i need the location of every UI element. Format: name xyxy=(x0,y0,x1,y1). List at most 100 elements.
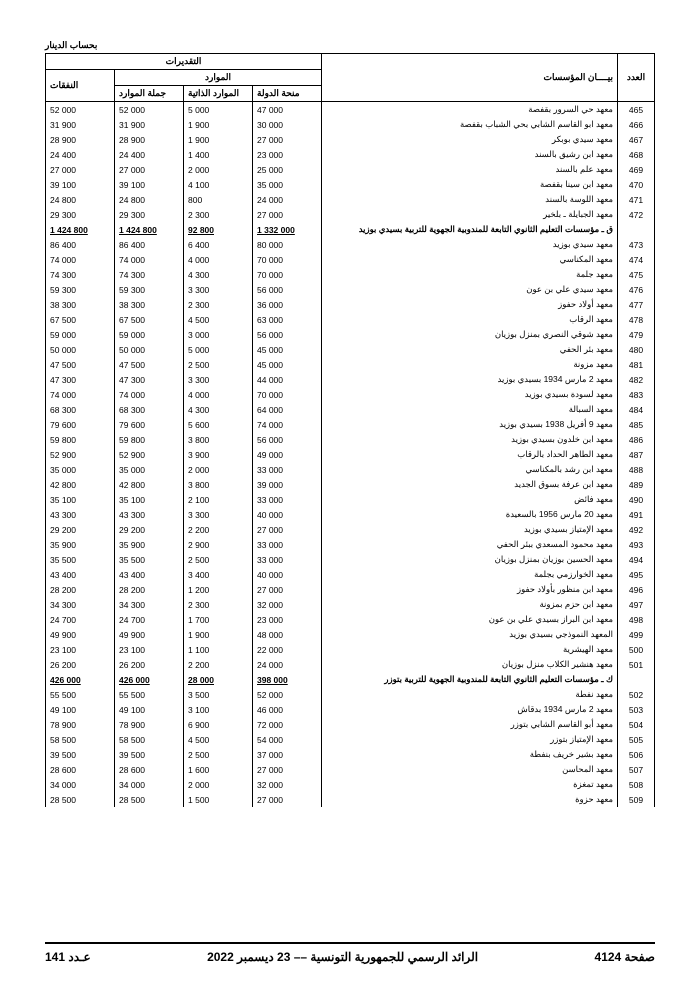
cell-num xyxy=(618,222,655,237)
cell-num: 498 xyxy=(618,612,655,627)
cell-value: 2 000 xyxy=(184,162,253,177)
table-row: 491معهد 20 مارس 1956 بالسعيدة40 0003 300… xyxy=(46,507,655,522)
cell-value: 74 300 xyxy=(115,267,184,282)
cell-value: 49 100 xyxy=(115,702,184,717)
cell-value: 59 800 xyxy=(46,432,115,447)
cell-value: 47 300 xyxy=(115,372,184,387)
cell-value: 58 500 xyxy=(115,732,184,747)
cell-value: 28 900 xyxy=(115,132,184,147)
table-row: 496معهد ابن منظور بأولاد حفوز27 0001 200… xyxy=(46,582,655,597)
cell-num: 468 xyxy=(618,147,655,162)
table-row: 494معهد الحسين بوزيان بمنزل بوزيان33 000… xyxy=(46,552,655,567)
cell-num: 480 xyxy=(618,342,655,357)
cell-value: 1 500 xyxy=(184,792,253,807)
cell-num: 473 xyxy=(618,237,655,252)
cell-value: 38 300 xyxy=(46,297,115,312)
table-row: 500معهد الهيشرية22 0001 10023 10023 100 xyxy=(46,642,655,657)
cell-value: 52 900 xyxy=(115,447,184,462)
cell-value: 28 600 xyxy=(46,762,115,777)
cell-value: 34 300 xyxy=(46,597,115,612)
cell-value: 1 332 000 xyxy=(253,222,322,237)
cell-value: 24 800 xyxy=(46,192,115,207)
cell-value: 67 500 xyxy=(115,312,184,327)
cell-value: 32 000 xyxy=(253,597,322,612)
cell-num: 467 xyxy=(618,132,655,147)
cell-value: 43 300 xyxy=(115,507,184,522)
cell-value: 1 100 xyxy=(184,642,253,657)
page-footer: صفحة 4124 الرائد الرسمي للجمهورية التونس… xyxy=(45,942,655,964)
cell-value: 24 000 xyxy=(253,192,322,207)
table-row: 490معهد فائض33 0002 10035 10035 100 xyxy=(46,492,655,507)
cell-value: 34 300 xyxy=(115,597,184,612)
cell-value: 2 500 xyxy=(184,552,253,567)
cell-name: ق ـ مؤسسات التعليم الثانوي التابعة للمند… xyxy=(322,222,618,237)
cell-value: 37 000 xyxy=(253,747,322,762)
table-row: 475معهد جلمة70 0004 30074 30074 300 xyxy=(46,267,655,282)
cell-value: 27 000 xyxy=(253,522,322,537)
cell-value: 78 900 xyxy=(46,717,115,732)
table-row: 506معهد بشير خريف بنفطة37 0002 50039 500… xyxy=(46,747,655,762)
cell-num: 474 xyxy=(618,252,655,267)
cell-value: 5 000 xyxy=(184,102,253,118)
cell-name: معهد ابن حزم بمزونة xyxy=(322,597,618,612)
cell-num: 492 xyxy=(618,522,655,537)
table-row: 483معهد لسودة بسيدي بوزيد70 0004 00074 0… xyxy=(46,387,655,402)
cell-value: 1 600 xyxy=(184,762,253,777)
cell-name: معهد الإمتياز بسيدي بوزيد xyxy=(322,522,618,537)
cell-value: 24 400 xyxy=(46,147,115,162)
cell-value: 33 000 xyxy=(253,462,322,477)
cell-value: 35 000 xyxy=(46,462,115,477)
cell-value: 30 000 xyxy=(253,117,322,132)
table-row: 495معهد الخوارزمي بجلمة40 0003 40043 400… xyxy=(46,567,655,582)
table-row: 477معهد أولاد حفوز36 0002 30038 30038 30… xyxy=(46,297,655,312)
cell-value: 78 900 xyxy=(115,717,184,732)
cell-name: معهد ابن عرفة بسوق الجديد xyxy=(322,477,618,492)
cell-value: 3 400 xyxy=(184,567,253,582)
cell-value: 426 000 xyxy=(115,672,184,687)
cell-value: 2 300 xyxy=(184,207,253,222)
cell-name: معهد ابن رشد بالمكناسي xyxy=(322,462,618,477)
cell-value: 2 500 xyxy=(184,357,253,372)
cell-value: 39 100 xyxy=(46,177,115,192)
cell-value: 4 000 xyxy=(184,387,253,402)
table-row: 486معهد ابن خلدون بسيدي بوزيد56 0003 800… xyxy=(46,432,655,447)
cell-num: 490 xyxy=(618,492,655,507)
cell-value: 38 300 xyxy=(115,297,184,312)
cell-value: 39 500 xyxy=(46,747,115,762)
cell-value: 43 400 xyxy=(46,567,115,582)
cell-value: 80 000 xyxy=(253,237,322,252)
table-row: ق ـ مؤسسات التعليم الثانوي التابعة للمند… xyxy=(46,222,655,237)
cell-value: 3 800 xyxy=(184,477,253,492)
table-row: 482معهد 2 مارس 1934 بسيدي بوزيد44 0003 3… xyxy=(46,372,655,387)
header-resources: الموارد xyxy=(115,70,322,86)
table-row: 469معهد علم بالسند25 0002 00027 00027 00… xyxy=(46,162,655,177)
cell-num: 465 xyxy=(618,102,655,118)
cell-value: 28 600 xyxy=(115,762,184,777)
cell-num: 494 xyxy=(618,552,655,567)
table-row: 489معهد ابن عرفة بسوق الجديد39 0003 8004… xyxy=(46,477,655,492)
table-row: ك ـ مؤسسات التعليم الثانوي التابعة للمند… xyxy=(46,672,655,687)
cell-value: 45 000 xyxy=(253,342,322,357)
cell-value: 2 900 xyxy=(184,537,253,552)
cell-name: معهد حي السرور بقفصة xyxy=(322,102,618,118)
cell-value: 27 000 xyxy=(253,132,322,147)
header-total-resources: جملة الموارد xyxy=(115,86,184,102)
cell-value: 64 000 xyxy=(253,402,322,417)
table-row: 473معهد سيدي بوزيد80 0006 40086 40086 40… xyxy=(46,237,655,252)
cell-value: 28 200 xyxy=(115,582,184,597)
cell-value: 42 800 xyxy=(46,477,115,492)
cell-name: معهد ابن سينا بقفصة xyxy=(322,177,618,192)
cell-num: 506 xyxy=(618,747,655,762)
cell-value: 59 000 xyxy=(115,327,184,342)
cell-value: 6 900 xyxy=(184,717,253,732)
cell-value: 34 000 xyxy=(46,777,115,792)
cell-value: 3 900 xyxy=(184,447,253,462)
cell-name: معهد أولاد حفوز xyxy=(322,297,618,312)
table-row: 492معهد الإمتياز بسيدي بوزيد27 0002 2002… xyxy=(46,522,655,537)
cell-value: 52 000 xyxy=(115,102,184,118)
cell-value: 35 900 xyxy=(46,537,115,552)
cell-value: 398 000 xyxy=(253,672,322,687)
cell-num: 476 xyxy=(618,282,655,297)
cell-value: 23 100 xyxy=(115,642,184,657)
cell-value: 35 000 xyxy=(253,177,322,192)
